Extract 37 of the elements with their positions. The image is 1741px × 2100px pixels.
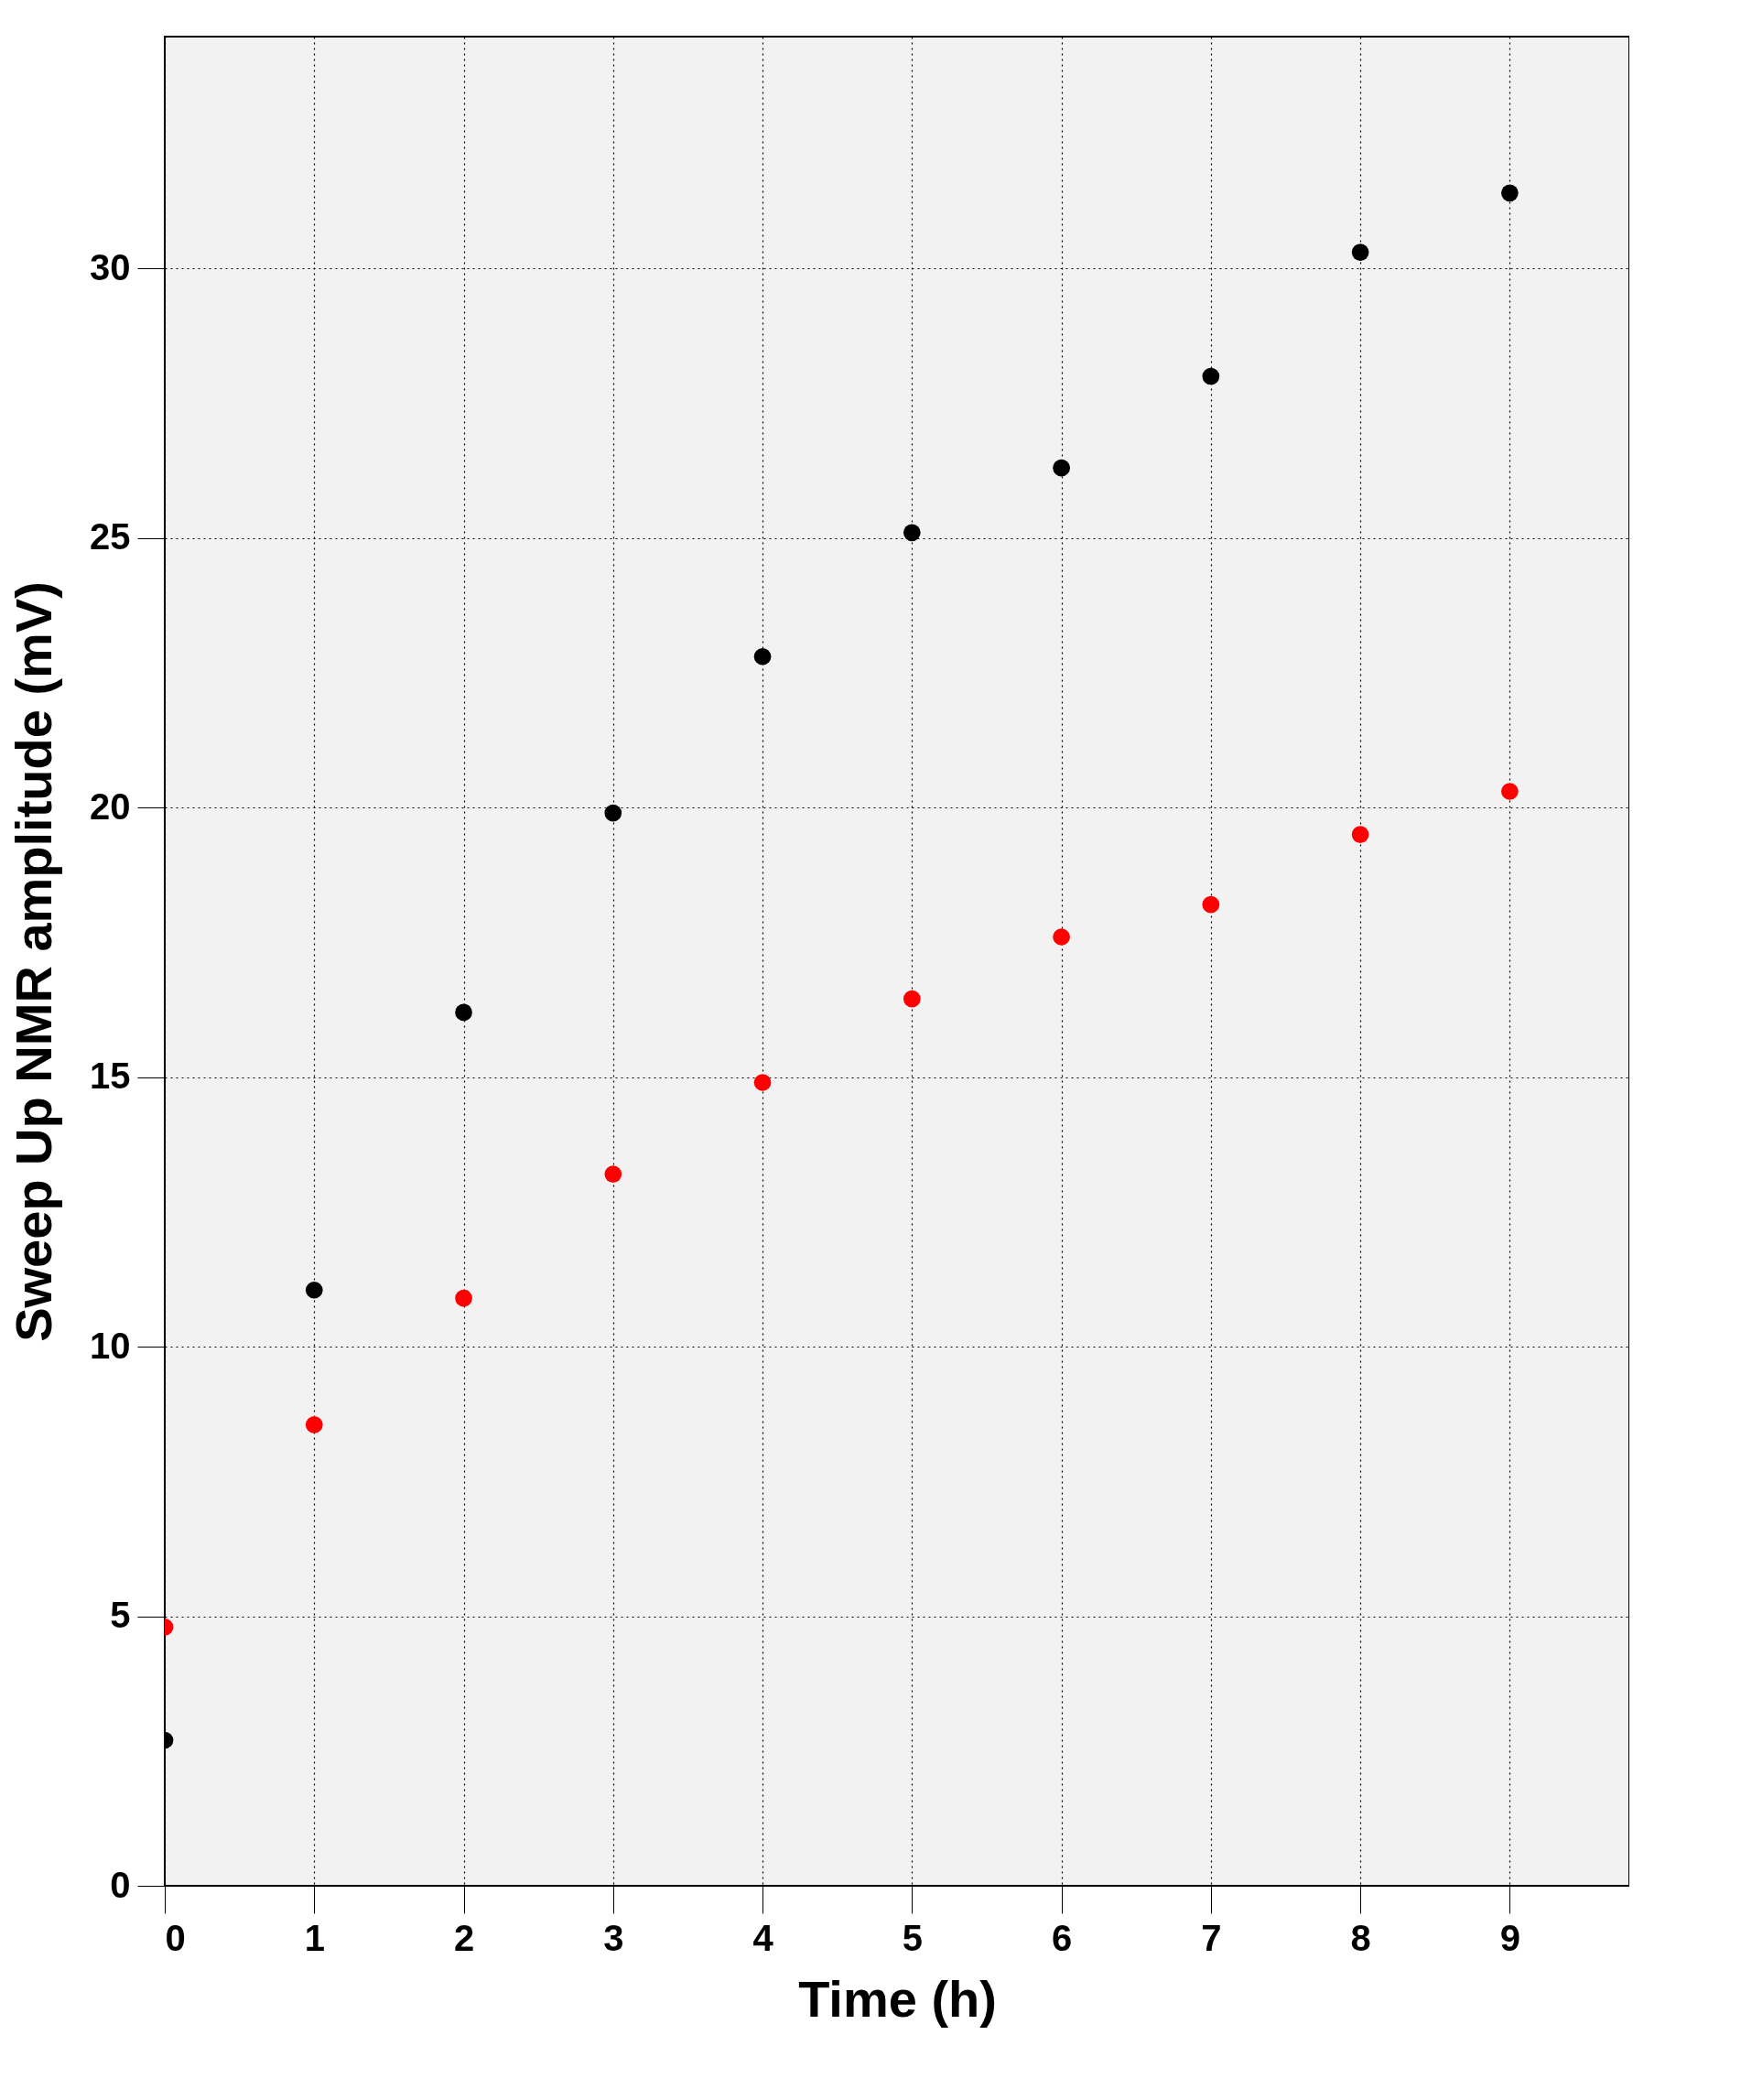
point (455, 1289, 472, 1307)
x-tick-label: 6 (1051, 1917, 1073, 1958)
point (1053, 459, 1070, 477)
y-tick-label: 10 (90, 1325, 131, 1366)
y-tick-label: 0 (110, 1864, 131, 1905)
point (1202, 367, 1220, 385)
x-tick-label: 0 (165, 1917, 186, 1958)
point (1053, 928, 1070, 946)
point (1351, 244, 1369, 261)
x-tick-label: 5 (902, 1917, 923, 1958)
y-axis-title: Sweep Up NMR amplitude (mV) (5, 581, 63, 1342)
point (455, 1003, 472, 1022)
x-tick-label: 3 (603, 1917, 624, 1958)
point (1351, 826, 1369, 843)
point (305, 1416, 323, 1434)
x-tick-label: 4 (752, 1917, 774, 1958)
y-tick-label: 25 (90, 516, 131, 557)
point (1501, 783, 1519, 800)
y-tick-label: 5 (110, 1595, 131, 1636)
y-tick-label: 15 (90, 1055, 131, 1097)
point (903, 990, 921, 1008)
point (753, 1074, 772, 1091)
point (1501, 184, 1519, 202)
point (604, 1165, 622, 1183)
point (604, 804, 622, 822)
x-tick-label: 7 (1201, 1917, 1222, 1958)
x-tick-label: 1 (304, 1917, 325, 1958)
point (305, 1281, 323, 1299)
point (1202, 895, 1220, 914)
y-tick-label: 20 (90, 785, 131, 827)
y-tick-label: 30 (90, 246, 131, 287)
point (903, 524, 921, 542)
point (753, 647, 772, 666)
x-tick-label: 8 (1350, 1917, 1371, 1958)
x-axis-title: Time (h) (798, 1969, 997, 2028)
x-tick-label: 2 (453, 1917, 475, 1958)
x-tick-label: 9 (1499, 1917, 1521, 1958)
